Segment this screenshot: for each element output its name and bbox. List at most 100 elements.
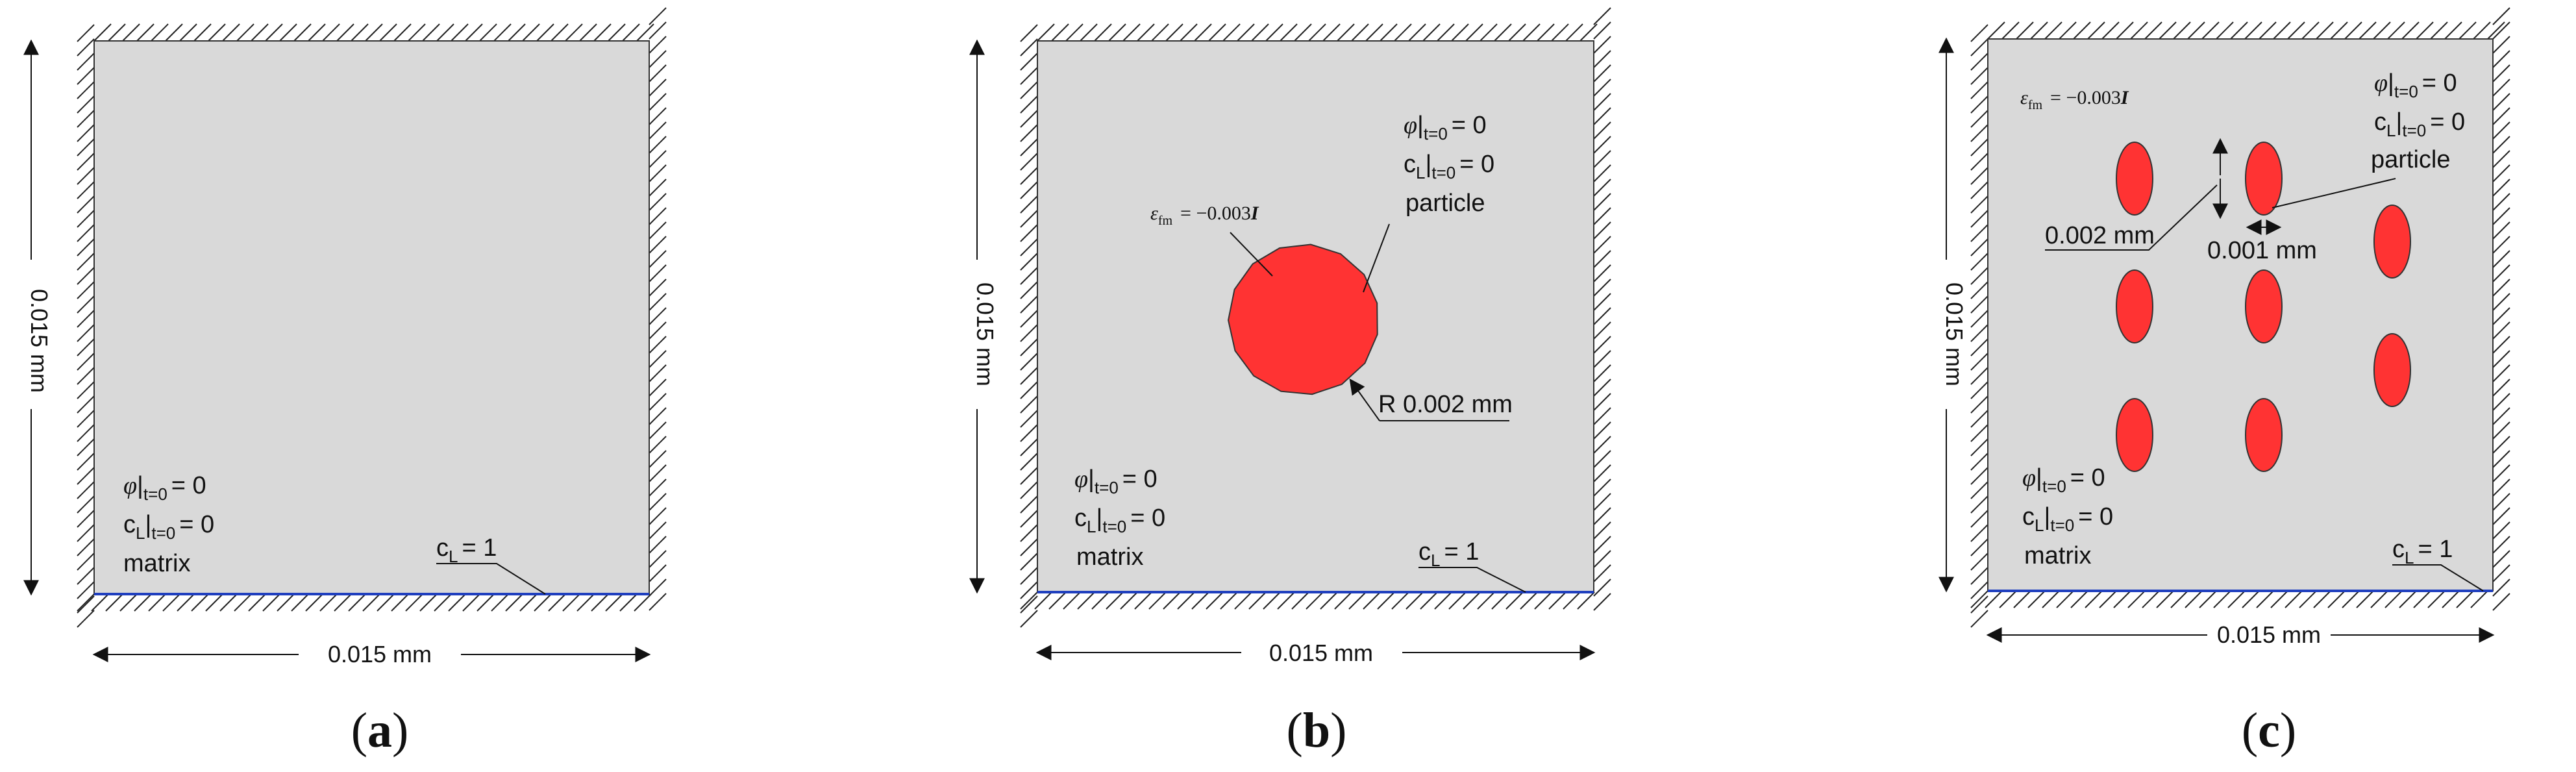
hatch-mark: [1020, 410, 1038, 428]
hatch-mark: [1108, 23, 1126, 42]
boundary-leader: [1418, 567, 1526, 593]
hatch-mark: [2492, 407, 2510, 425]
hatch-mark: [562, 593, 580, 612]
hatch-mark: [1451, 23, 1469, 42]
hatch-top: [1037, 23, 1598, 42]
hatch-mark: [1020, 553, 1038, 571]
hatch-mark: [1593, 36, 1611, 54]
circular-particle: [1227, 243, 1378, 395]
hatch-mark: [2370, 590, 2388, 608]
hatch-mark: [1165, 23, 1183, 42]
hatch-mark: [77, 67, 95, 85]
hatch-mark: [649, 64, 667, 82]
hatch-mark: [1322, 23, 1341, 42]
hatch-mark: [77, 153, 95, 171]
hatch-mark: [1970, 338, 1988, 356]
hatch-mark: [649, 136, 667, 154]
matrix-label: matrix: [2024, 542, 2091, 569]
hatch-mark: [248, 593, 266, 612]
width-label: 0.015 mm: [2217, 621, 2321, 648]
hatch-mark: [165, 23, 183, 42]
hatch-mark: [2492, 150, 2510, 168]
hatch-mark: [2285, 590, 2303, 608]
hatch-mark: [593, 23, 612, 42]
hatch-mark: [1020, 524, 1038, 542]
hatch-mark: [191, 593, 209, 612]
hatch-mark: [408, 23, 426, 42]
hatch-mark: [1465, 23, 1483, 42]
hatch-mark: [2216, 21, 2234, 40]
hatch-mark: [1999, 590, 2017, 608]
hatch-mark: [477, 593, 495, 612]
hatch-mark: [2085, 590, 2103, 608]
hatch-mark: [1970, 238, 1988, 256]
hatch-mark: [649, 250, 667, 268]
hatch-mark: [1020, 38, 1038, 56]
hatch-mark: [1970, 467, 1988, 485]
hatch-mark: [1593, 493, 1611, 511]
hatch-mark: [77, 524, 95, 542]
hatch-mark: [1020, 224, 1038, 242]
hatch-mark: [1970, 53, 1988, 71]
hatch-mark: [93, 23, 112, 42]
hatch-mark: [2016, 21, 2034, 40]
hatch-mark: [1148, 591, 1167, 610]
hatch-mark: [1365, 23, 1383, 42]
hatch-mark: [1448, 591, 1467, 610]
hatch-mark: [265, 23, 283, 42]
hatch-mark: [77, 453, 95, 471]
hatch-mark: [1593, 450, 1611, 468]
hatch-mark: [649, 121, 667, 140]
hatch-mark: [293, 23, 312, 42]
hatch-mark: [519, 593, 538, 612]
hatch-mark: [1177, 591, 1195, 610]
hatch-mark: [1080, 23, 1098, 42]
hatch-mark: [2116, 21, 2134, 40]
hatch-mark: [1593, 536, 1611, 554]
hatch-mark: [1593, 279, 1611, 297]
phi-condition-particle: φ|t=0 = 0: [1404, 112, 1487, 143]
caption-b: (b): [1287, 703, 1347, 758]
hatch-mark: [2492, 421, 2510, 440]
matrix-label: matrix: [123, 550, 190, 577]
hatch-mark: [2185, 590, 2203, 608]
hatch-mark: [1034, 591, 1052, 610]
hatch-mark: [77, 124, 95, 142]
panel-a: φ|t=0 = 0 cL|t=0 = 0 matrix cL = 1 0.015 mm…: [23, 7, 667, 758]
hatch-mark: [1593, 521, 1611, 540]
hatch-left: [77, 24, 95, 628]
hatch-mark: [1020, 24, 1038, 42]
hatch-mark: [649, 393, 667, 411]
domain-square: [93, 40, 650, 595]
hatch-mark: [1048, 591, 1067, 610]
hatch-mark: [1970, 567, 1988, 585]
hatch-mark: [2042, 590, 2060, 608]
hatch-mark: [1020, 81, 1038, 99]
boundary-leader: [2392, 564, 2484, 591]
hatch-mark: [1477, 591, 1495, 610]
hatch-mark: [1191, 591, 1209, 610]
hatch-mark: [1106, 591, 1124, 610]
cl-condition: cL|t=0 = 0: [2022, 503, 2113, 535]
hatch-mark: [649, 579, 667, 597]
hatch-mark: [1970, 110, 1988, 128]
hatch-mark: [649, 336, 667, 354]
hatch-mark: [2159, 21, 2177, 40]
hatch-mark: [1380, 23, 1398, 42]
hatch-mark: [2492, 336, 2510, 354]
hatch-mark: [77, 138, 95, 156]
hatch-mark: [77, 581, 95, 599]
hatch-mark: [1548, 591, 1567, 610]
hatch-mark: [419, 593, 438, 612]
hatch-mark: [2301, 21, 2320, 40]
hatch-mark: [1970, 324, 1988, 342]
hatch-mark: [2492, 36, 2510, 54]
hatch-mark: [2316, 21, 2334, 40]
hatch-mark: [2227, 590, 2246, 608]
eps-label: εfm = −0.003I: [1150, 203, 1259, 228]
hatch-mark: [2456, 590, 2474, 608]
hatch-mark: [2492, 136, 2510, 154]
hatch-mark: [2492, 493, 2510, 511]
hatch-mark: [77, 95, 95, 114]
hatch-mark: [1593, 207, 1611, 225]
